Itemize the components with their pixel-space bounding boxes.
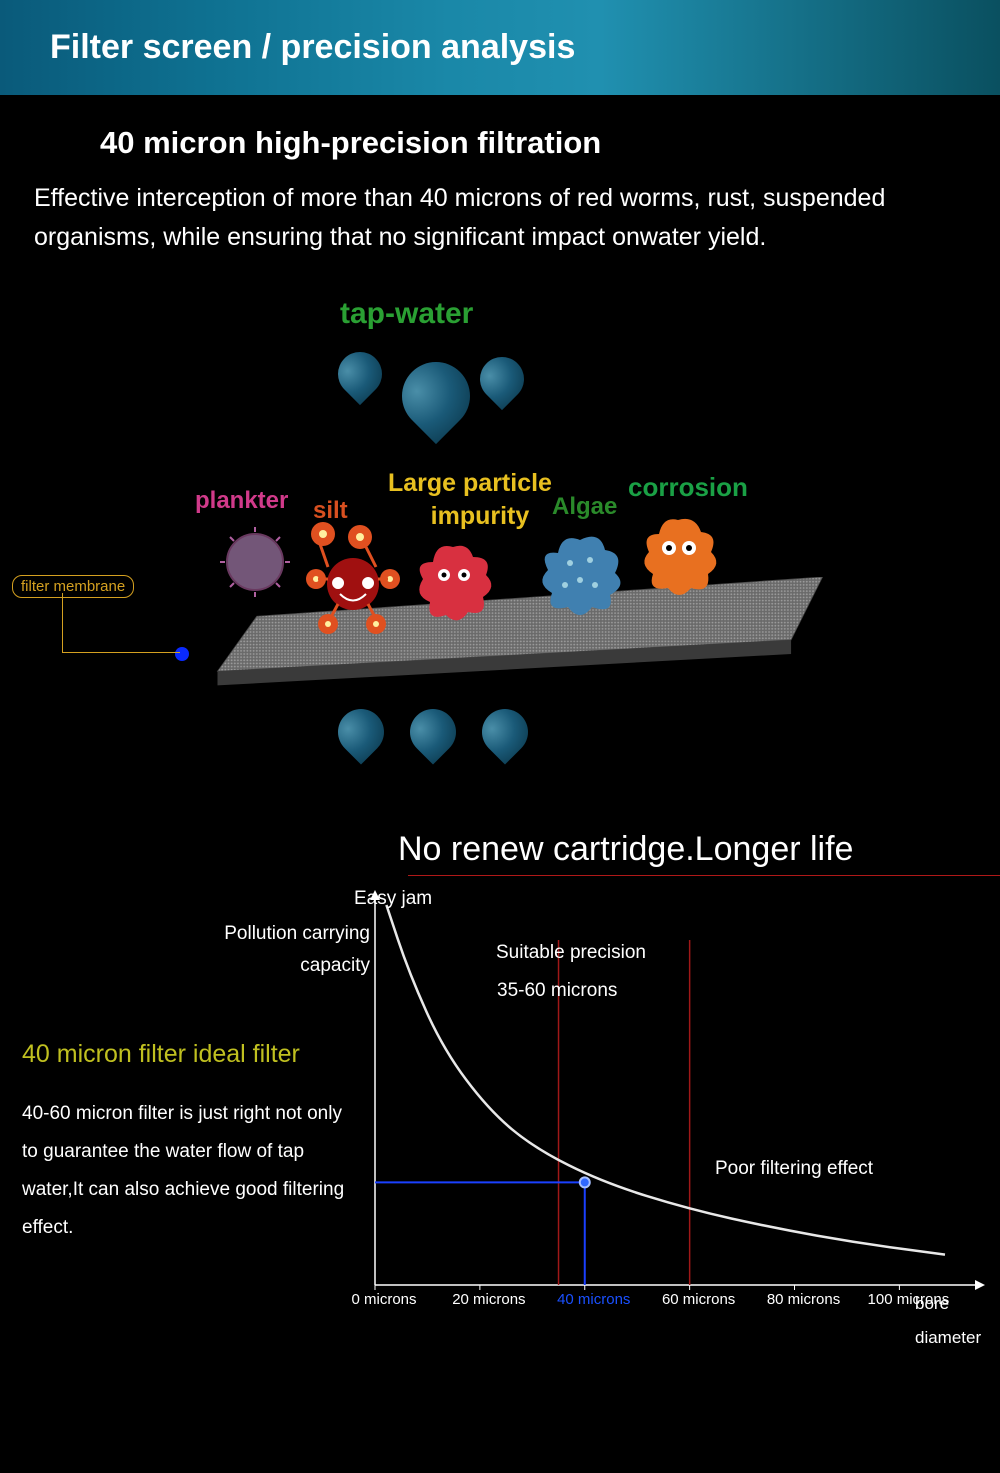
section2-underline [408,875,1000,876]
chart-suitable-label: Suitable precision [496,942,646,964]
water-drop-icon [472,699,537,764]
section2-left-body: 40-60 micron filter is just right not on… [22,1095,362,1247]
chart-x-tick: 20 microns [444,1291,534,1308]
algae-icon [530,525,630,625]
silt-icon [298,519,408,639]
chart-x-tick: 40 microns [549,1291,639,1308]
impurity-icon [408,537,498,627]
chart-poor-label: Poor filtering effect [715,1158,873,1180]
chart-x-tick: 80 microns [759,1291,849,1308]
water-drop-icon [329,342,391,404]
banner-title: Filter screen / precision analysis [50,28,575,67]
water-drop-icon [388,347,484,443]
section2-left-block: 40 micron filter ideal filter 40-60 micr… [22,1040,362,1247]
tap-water-label: tap-water [340,297,473,331]
filtration-diagram: tap-water filter membrane plankter silt … [0,257,1000,797]
section1-heading: 40 micron high-precision filtration [0,95,1000,179]
banner-header: Filter screen / precision analysis [0,0,1000,95]
algae-label: Algae [552,493,617,521]
corrosion-icon [633,512,723,602]
corrosion-label: corrosion [628,472,748,503]
large-particle-label: Large particle impurity [388,467,552,535]
membrane-connector-line [62,593,180,653]
water-drop-icon [328,699,393,764]
chart-easy-jam-label: Easy jam [354,888,432,910]
water-drop-icon [471,347,533,409]
chart-x-tick: 60 microns [654,1291,744,1308]
chart-suitable-range-label: 35-60 microns [497,980,617,1002]
section1-description: Effective interception of more than 40 m… [0,179,1000,257]
filter-membrane-label: filter membrane [12,575,134,598]
plankter-icon [220,527,290,597]
chart-x-tick: 0 microns [339,1291,429,1308]
large-particle-line2: impurity [411,502,530,530]
section2-title: No renew cartridge.Longer life [398,830,853,869]
precision-chart: Easy jam Pollution carryingcapacity Suit… [360,890,990,1350]
water-drop-icon [400,699,465,764]
plankter-label: plankter [195,487,288,515]
chart-y-axis-label: Pollution carryingcapacity [190,918,370,983]
chart-x-axis-label: borediameter [915,1287,981,1355]
section2-left-heading: 40 micron filter ideal filter [22,1040,362,1069]
large-particle-line1: Large particle [388,469,552,497]
